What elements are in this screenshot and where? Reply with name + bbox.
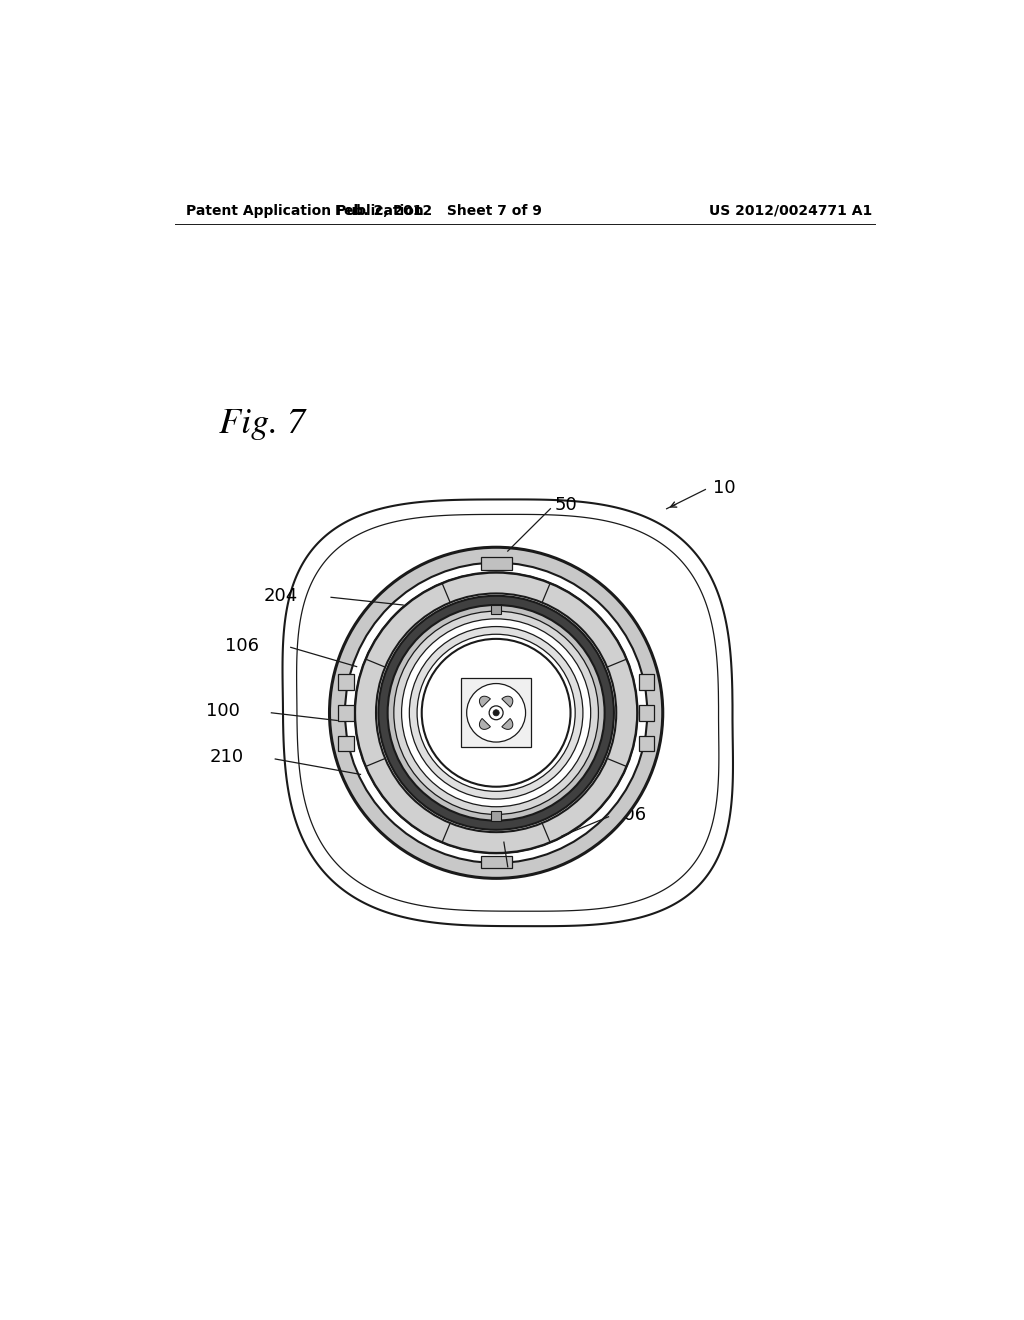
FancyBboxPatch shape xyxy=(338,675,353,689)
FancyBboxPatch shape xyxy=(338,737,353,751)
Text: 100: 100 xyxy=(206,702,240,721)
Polygon shape xyxy=(479,696,490,708)
Ellipse shape xyxy=(467,684,525,742)
Text: 210: 210 xyxy=(209,748,244,767)
Ellipse shape xyxy=(354,572,638,854)
Ellipse shape xyxy=(401,619,591,807)
FancyBboxPatch shape xyxy=(639,737,654,751)
FancyBboxPatch shape xyxy=(492,812,501,821)
Text: Fig. 7: Fig. 7 xyxy=(219,408,306,440)
FancyBboxPatch shape xyxy=(461,678,531,747)
FancyBboxPatch shape xyxy=(639,675,654,689)
Ellipse shape xyxy=(388,605,604,821)
FancyBboxPatch shape xyxy=(639,705,654,721)
Ellipse shape xyxy=(417,635,575,792)
Text: 204: 204 xyxy=(263,587,298,605)
Ellipse shape xyxy=(493,710,500,715)
Polygon shape xyxy=(297,515,719,911)
Ellipse shape xyxy=(422,639,570,787)
FancyBboxPatch shape xyxy=(480,557,512,570)
Polygon shape xyxy=(479,718,490,730)
Text: 116: 116 xyxy=(480,865,515,882)
Text: 50: 50 xyxy=(554,496,577,513)
Text: 106: 106 xyxy=(225,636,259,655)
FancyBboxPatch shape xyxy=(480,855,512,869)
Ellipse shape xyxy=(410,627,583,799)
Ellipse shape xyxy=(394,611,598,814)
Text: Patent Application Publication: Patent Application Publication xyxy=(186,203,424,218)
FancyBboxPatch shape xyxy=(492,605,501,614)
Ellipse shape xyxy=(345,562,647,863)
Text: Feb. 2, 2012   Sheet 7 of 9: Feb. 2, 2012 Sheet 7 of 9 xyxy=(335,203,542,218)
Polygon shape xyxy=(283,499,733,927)
Text: 10: 10 xyxy=(713,479,736,496)
Ellipse shape xyxy=(376,594,616,832)
FancyBboxPatch shape xyxy=(338,705,353,721)
Ellipse shape xyxy=(355,573,637,853)
Ellipse shape xyxy=(378,595,614,830)
Text: 206: 206 xyxy=(612,807,646,824)
Ellipse shape xyxy=(330,548,663,878)
Polygon shape xyxy=(502,696,513,708)
Ellipse shape xyxy=(489,706,503,719)
Text: US 2012/0024771 A1: US 2012/0024771 A1 xyxy=(710,203,872,218)
Polygon shape xyxy=(502,718,513,730)
